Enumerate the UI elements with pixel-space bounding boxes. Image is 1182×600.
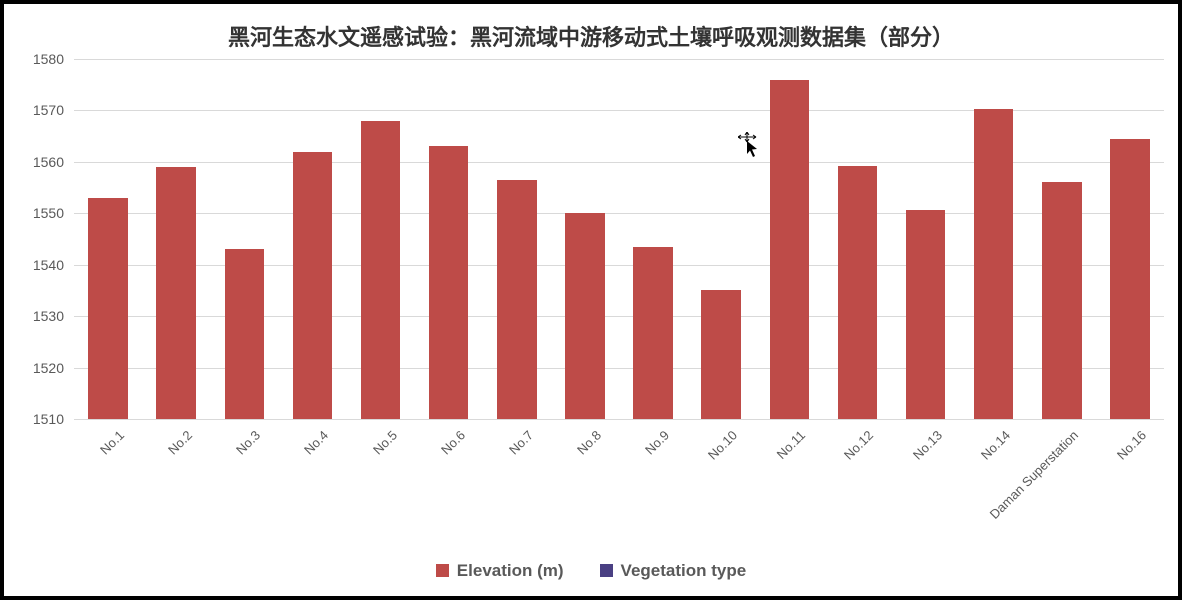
xtick-label: No.4 (294, 420, 331, 457)
bar (497, 180, 537, 419)
ytick-label: 1570 (33, 102, 64, 118)
xtick-label: No.9 (635, 420, 672, 457)
bar-slot: No.13 (892, 59, 960, 419)
bar-slot: No.5 (347, 59, 415, 419)
xtick-label: No.7 (499, 420, 536, 457)
xtick-label: No.6 (431, 420, 468, 457)
legend-label: Vegetation type (621, 561, 747, 581)
bar (225, 249, 265, 419)
bar (838, 166, 878, 419)
ytick-label: 1540 (33, 257, 64, 273)
ytick-label: 1550 (33, 205, 64, 221)
bar (1110, 139, 1150, 419)
ytick-label: 1520 (33, 360, 64, 376)
plot-area: 15101520153015401550156015701580 No.1No.… (74, 59, 1164, 419)
legend-swatch (436, 564, 449, 577)
ytick-label: 1580 (33, 51, 64, 67)
bar (361, 121, 401, 419)
xtick-label: No.3 (226, 420, 263, 457)
chart-title: 黑河生态水文遥感试验：黑河流域中游移动式土壤呼吸观测数据集（部分） (4, 4, 1178, 60)
legend-item: Elevation (m) (436, 561, 564, 581)
xtick-label: No.14 (971, 420, 1013, 462)
bar-slot: No.12 (823, 59, 891, 419)
bar-slot: No.1 (74, 59, 142, 419)
bar (1042, 182, 1082, 419)
xtick-label: No.2 (158, 420, 195, 457)
xtick-label: No.16 (1107, 420, 1149, 462)
xtick-label: No.12 (834, 420, 876, 462)
bar-slot: No.4 (278, 59, 346, 419)
bar (633, 247, 673, 419)
bar-slot: No.6 (415, 59, 483, 419)
ytick-label: 1510 (33, 411, 64, 427)
bar-slot: No.16 (1096, 59, 1164, 419)
gridline (74, 419, 1164, 420)
ytick-label: 1560 (33, 154, 64, 170)
bar (293, 152, 333, 419)
chart-frame: 黑河生态水文遥感试验：黑河流域中游移动式土壤呼吸观测数据集（部分） 151015… (0, 0, 1182, 600)
xtick-label: No.8 (567, 420, 604, 457)
bar (974, 109, 1014, 419)
bar (156, 167, 196, 419)
legend-label: Elevation (m) (457, 561, 564, 581)
bar (429, 146, 469, 419)
bar (906, 210, 946, 419)
bar (88, 198, 128, 419)
legend: Elevation (m) Vegetation type (4, 561, 1178, 583)
bar-slot: No.14 (960, 59, 1028, 419)
bar-slot: No.7 (483, 59, 551, 419)
bar-slot: No.9 (619, 59, 687, 419)
xtick-label: No.1 (90, 420, 127, 457)
xtick-label: No.13 (902, 420, 944, 462)
bar-slot: No.2 (142, 59, 210, 419)
legend-item: Vegetation type (600, 561, 747, 581)
xtick-label: No.11 (767, 420, 809, 462)
xtick-label: No.5 (363, 420, 400, 457)
bar (565, 213, 605, 419)
ytick-label: 1530 (33, 308, 64, 324)
bar (770, 80, 810, 419)
bar-slot: No.10 (687, 59, 755, 419)
xtick-label: No.10 (698, 420, 740, 462)
bar-slot: No.11 (755, 59, 823, 419)
legend-swatch (600, 564, 613, 577)
bars-container: No.1No.2No.3No.4No.5No.6No.7No.8No.9No.1… (74, 59, 1164, 419)
bar-slot: Daman Superstation (1028, 59, 1096, 419)
bar (701, 290, 741, 419)
bar-slot: No.8 (551, 59, 619, 419)
bar-slot: No.3 (210, 59, 278, 419)
